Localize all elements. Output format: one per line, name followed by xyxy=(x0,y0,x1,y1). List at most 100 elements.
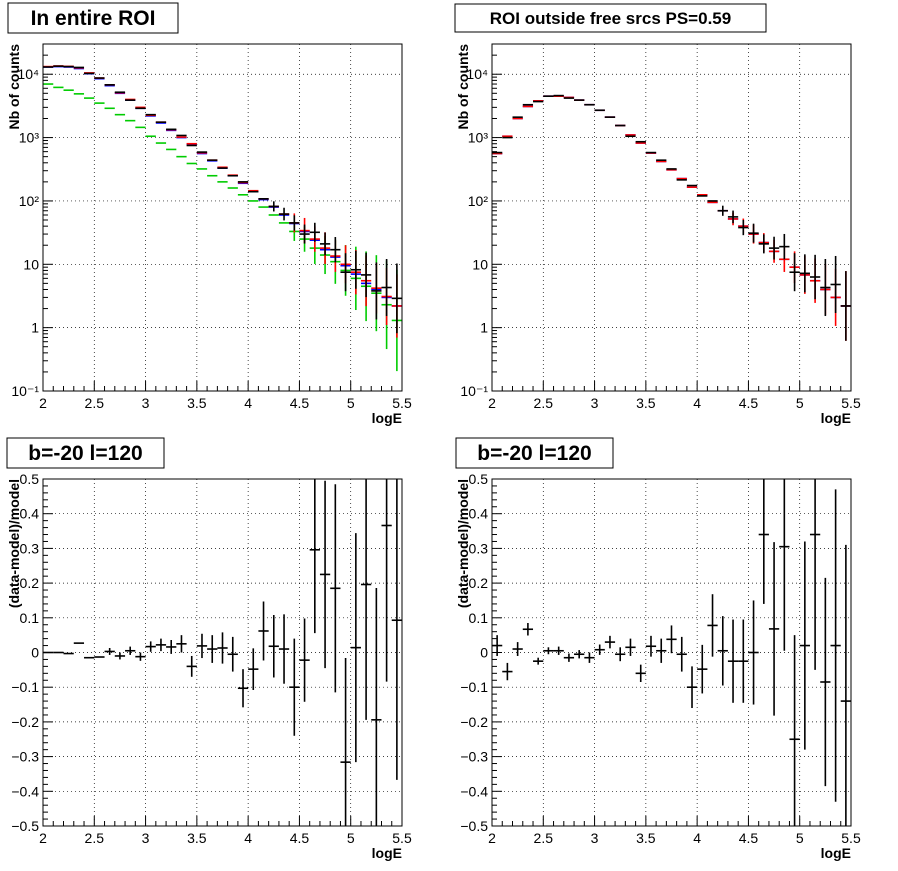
y-tick-label: 0 xyxy=(31,645,39,661)
x-tick-label: 2 xyxy=(488,830,496,846)
plot-panel-1: 2 2.5 3 3.5 4 4.5 5 5.5 10⁻¹ 1 10 10² 10³ 10⁴ logE Nb o… xyxy=(6,2,412,426)
data-point xyxy=(166,640,177,654)
data-point xyxy=(104,647,115,655)
data-series-1 xyxy=(492,479,851,826)
y-tick-label: −0.2 xyxy=(11,714,39,730)
data-point xyxy=(299,224,310,244)
x-axis-label: logE xyxy=(372,845,402,861)
chart-title: b=-20 l=120 xyxy=(477,442,591,465)
data-point xyxy=(584,652,595,663)
data-point xyxy=(563,653,575,662)
data-point xyxy=(217,632,228,664)
x-tick-label: 3 xyxy=(142,395,150,411)
plot-area xyxy=(43,44,402,391)
x-tick-label: 4.5 xyxy=(290,830,310,846)
data-point xyxy=(299,618,310,702)
y-tick-label: −0.1 xyxy=(460,679,488,695)
plot-panel-2: 2 2.5 3 3.5 4 4.5 5 5.5 10⁻¹ 1 10 10² 10³ 10⁴ logE Nb o… xyxy=(454,3,861,426)
x-tick-label: 2.5 xyxy=(534,395,554,411)
plot-frame xyxy=(491,478,852,827)
y-tick-label: 10² xyxy=(19,193,40,209)
data-point xyxy=(666,625,677,654)
x-tick-label: 5.5 xyxy=(392,830,412,846)
title-box xyxy=(454,3,767,33)
x-tick-label: 3.5 xyxy=(187,395,207,411)
data-point xyxy=(779,233,790,260)
data-point xyxy=(319,232,331,256)
data-point xyxy=(738,219,749,236)
data-point xyxy=(155,638,167,652)
y-tick-label: 10⁴ xyxy=(17,66,39,82)
x-tick-label: 4 xyxy=(244,830,252,846)
data-point xyxy=(289,638,300,736)
x-tick-label: 3.5 xyxy=(636,830,656,846)
x-tick-label: 5.5 xyxy=(841,395,861,411)
plot-area xyxy=(492,44,851,391)
y-tick-label: 0.3 xyxy=(469,540,489,556)
data-point xyxy=(533,657,544,665)
data-point xyxy=(779,479,790,651)
y-tick-label: 0.5 xyxy=(20,471,40,487)
x-tick-label: 4 xyxy=(244,395,252,411)
data-point xyxy=(748,600,759,705)
data-point xyxy=(492,635,503,656)
x-tick-label: 2.5 xyxy=(534,830,554,846)
data-point xyxy=(686,666,698,709)
data-point xyxy=(391,263,402,334)
y-tick-label: −0.1 xyxy=(11,679,39,695)
data-point xyxy=(227,636,238,672)
y-tick-label: 0.5 xyxy=(469,471,489,487)
data-point xyxy=(727,619,739,703)
y-tick-label: −0.3 xyxy=(460,749,488,765)
data-point xyxy=(237,669,249,708)
y-tick-label: 0.1 xyxy=(20,610,40,626)
chart-title: b=-20 l=120 xyxy=(28,442,142,465)
x-tick-label: 4.5 xyxy=(739,395,759,411)
data-point xyxy=(789,253,800,292)
x-tick-label: 2 xyxy=(39,395,47,411)
data-point xyxy=(820,577,831,787)
data-point xyxy=(625,638,636,656)
y-tick-label: 0.2 xyxy=(20,575,40,591)
data-point xyxy=(717,616,728,686)
chart-title: In entire ROI xyxy=(31,7,156,30)
y-tick-label: 10 xyxy=(472,256,488,272)
data-point xyxy=(820,259,831,317)
data-point xyxy=(768,236,780,260)
data-point xyxy=(207,635,218,663)
y-tick-label: 1 xyxy=(480,320,488,336)
data-point xyxy=(604,635,616,649)
y-tick-label: −0.4 xyxy=(11,783,39,799)
data-point xyxy=(340,253,351,292)
y-tick-label: 0.4 xyxy=(469,506,489,522)
data-point xyxy=(340,658,351,826)
x-tick-label: 3.5 xyxy=(636,395,656,411)
y-tick-label: 10⁻¹ xyxy=(11,383,39,399)
data-point xyxy=(645,635,657,657)
data-point xyxy=(758,479,769,604)
data-point xyxy=(809,254,821,300)
x-tick-label: 4 xyxy=(693,395,701,411)
data-point xyxy=(768,542,780,716)
data-point xyxy=(268,615,279,678)
y-axis-label: (data-model)/model xyxy=(6,479,22,608)
data-point xyxy=(125,646,136,655)
x-tick-label: 4 xyxy=(693,830,701,846)
x-tick-label: 2.5 xyxy=(85,830,105,846)
data-point xyxy=(186,655,197,677)
x-axis-label: logE xyxy=(372,410,402,426)
title-box xyxy=(7,2,179,34)
y-tick-label: 0 xyxy=(480,645,488,661)
data-point xyxy=(371,587,382,826)
data-point xyxy=(248,648,259,690)
y-tick-label: 0.1 xyxy=(469,610,489,626)
data-point xyxy=(360,479,372,720)
data-point xyxy=(789,635,800,826)
data-point xyxy=(278,207,290,221)
data-point xyxy=(522,623,534,636)
data-point xyxy=(278,614,290,684)
x-tick-label: 4.5 xyxy=(290,395,310,411)
y-tick-label: 0.4 xyxy=(20,506,40,522)
data-point xyxy=(145,641,156,652)
